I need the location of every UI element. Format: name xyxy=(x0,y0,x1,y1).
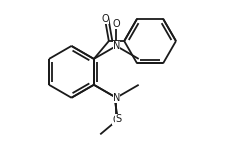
Text: O: O xyxy=(112,19,120,29)
Text: O: O xyxy=(101,14,109,24)
Text: S: S xyxy=(115,114,121,124)
Text: O: O xyxy=(112,115,120,125)
Text: N: N xyxy=(112,93,120,103)
Text: N: N xyxy=(112,41,120,51)
